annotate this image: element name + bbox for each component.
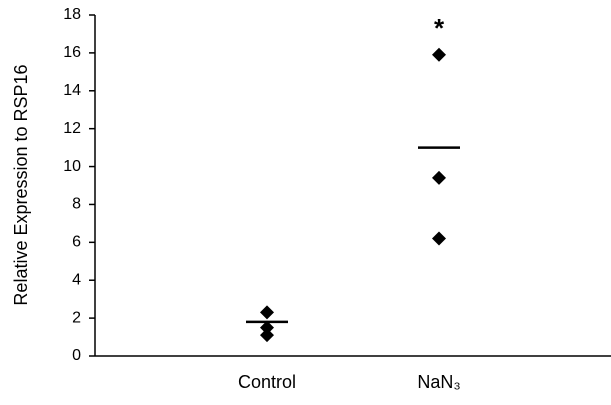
y-tick-label: 18 (63, 6, 81, 23)
data-point (260, 328, 274, 343)
y-tick-label: 4 (72, 271, 81, 288)
y-tick-label: 12 (63, 120, 81, 137)
y-tick-label: 8 (72, 196, 81, 213)
data-point (260, 320, 274, 335)
data-point (432, 47, 446, 62)
data-point (432, 231, 446, 246)
y-tick-label: 6 (72, 234, 81, 251)
y-tick-label: 0 (72, 347, 81, 364)
data-point (260, 305, 274, 320)
y-tick-label: 16 (63, 44, 81, 61)
y-axis-label: Relative Expression to RSP16 (11, 64, 31, 305)
y-tick-label: 10 (63, 158, 81, 175)
y-tick-label: 2 (72, 309, 81, 326)
x-tick-label: Control (238, 372, 296, 392)
significance-marker: * (434, 13, 445, 43)
data-point (432, 170, 446, 185)
y-tick-label: 14 (63, 82, 81, 99)
x-tick-label: NaN₃ (417, 372, 460, 392)
